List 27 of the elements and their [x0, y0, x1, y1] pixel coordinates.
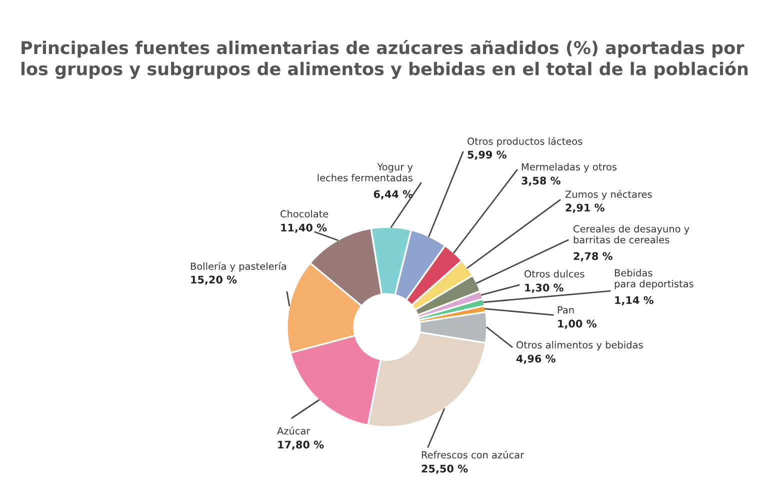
slice-label: Bebidas para deportistas	[614, 269, 694, 290]
data-label: 4,96 %	[516, 354, 556, 364]
slice-label: Refrescos con azúcar	[422, 450, 524, 459]
slice-label: Yogur y leches fermentadas	[318, 163, 413, 182]
data-label: 11,40 %	[281, 224, 327, 233]
data-label: 6,44 %	[374, 190, 413, 200]
slice-label: Otros productos lácteos	[468, 137, 582, 147]
data-label: 25,50 %	[422, 464, 468, 474]
slice-label: Otros alimentos y bebidas	[516, 341, 643, 350]
slice-label: Azúcar	[277, 426, 310, 435]
data-label: 17,80 %	[278, 440, 324, 450]
chart-title: Principales fuentes alimentarias de azúcares añadidos (%) aportadas por los grupos y subgrupos de alimentos y bebidas en el total de la población	[21, 40, 748, 79]
data-label: 1,00 %	[558, 320, 596, 329]
slice-label: Bollería y pastelería	[190, 262, 286, 272]
slice-label: Chocolate	[280, 210, 328, 218]
slice-label: Mermeladas y otros	[522, 163, 617, 172]
data-label: 2,91 %	[566, 204, 604, 213]
data-label: 3,58 %	[522, 176, 560, 186]
slice-label: Cereales de desayuno y barritas de cereales	[574, 225, 690, 244]
data-label: 1,30 %	[525, 284, 564, 293]
data-label: 2,78 %	[574, 252, 612, 262]
data-label: 1,14 %	[615, 296, 654, 306]
slice-label: Zumos y néctares	[565, 190, 652, 200]
slice-label: Otros dulces	[524, 270, 584, 278]
data-label: 15,20 %	[191, 276, 237, 285]
data-label: 5,99 %	[468, 150, 506, 160]
slice-label: Pan	[558, 306, 574, 314]
